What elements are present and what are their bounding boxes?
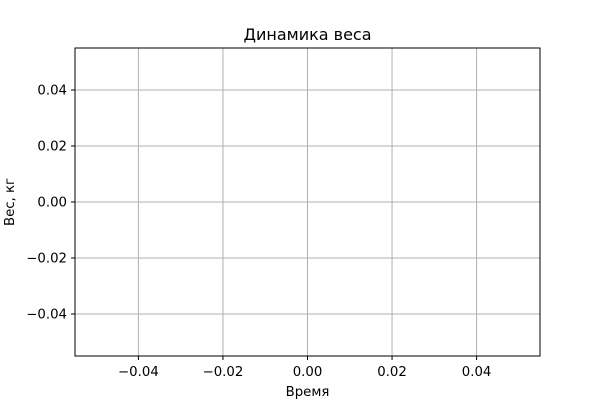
y-tick-label: −0.02 [26,252,67,267]
x-axis-label: Время [286,385,330,400]
chart-title: Динамика веса [243,25,371,44]
y-axis-label: Вес, кг [3,178,18,226]
plot-frame [74,47,541,357]
ticks: −0.04 −0.02 0.00 0.02 0.04 −0.04 −0.02 0.00 0.02… [26,84,491,381]
x-tick-label: 0.02 [377,365,407,380]
x-tick-label: −0.04 [118,365,159,380]
x-tick-label: −0.02 [203,365,244,380]
y-tick-label: 0.04 [37,84,67,99]
x-tick-label: 0.00 [293,365,323,380]
y-tick-label: 0.00 [37,196,67,211]
x-tick-label: 0.04 [462,365,492,380]
y-tick-label: −0.04 [26,308,67,323]
y-tick-label: 0.02 [37,140,67,155]
grid [75,48,540,356]
